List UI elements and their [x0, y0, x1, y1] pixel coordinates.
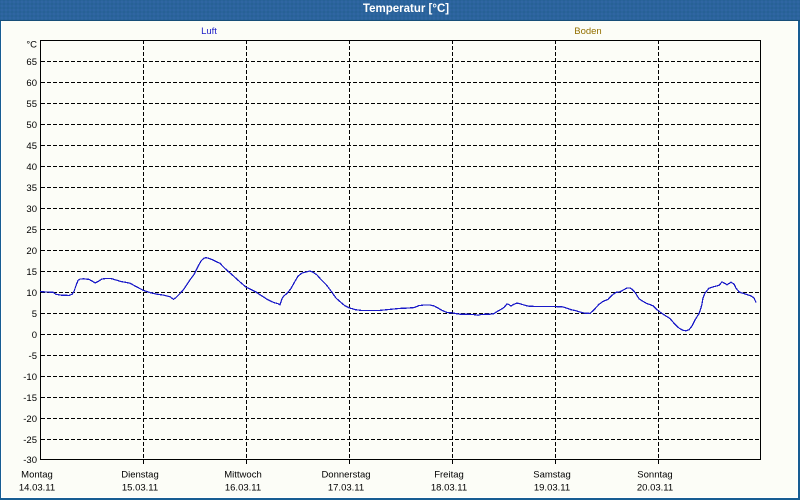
svg-text:Mittwoch: Mittwoch — [224, 470, 261, 481]
svg-text:Donnerstag: Donnerstag — [321, 470, 370, 481]
svg-text:Dienstag: Dienstag — [121, 470, 159, 481]
svg-text:16.03.11: 16.03.11 — [225, 483, 261, 494]
svg-text:Boden: Boden — [574, 26, 601, 37]
svg-text:-25: -25 — [23, 435, 37, 446]
svg-text:25: 25 — [26, 225, 37, 236]
svg-text:Samstag: Samstag — [533, 470, 571, 481]
svg-text:-10: -10 — [23, 372, 37, 383]
svg-text:30: 30 — [26, 204, 37, 215]
svg-text:°C: °C — [26, 40, 37, 51]
svg-text:40: 40 — [26, 162, 37, 173]
svg-text:Montag: Montag — [21, 470, 53, 481]
svg-text:17.03.11: 17.03.11 — [328, 483, 364, 494]
svg-text:-5: -5 — [29, 351, 37, 362]
svg-text:65: 65 — [26, 57, 37, 68]
svg-text:18.03.11: 18.03.11 — [431, 483, 467, 494]
svg-text:-15: -15 — [23, 393, 37, 404]
svg-text:Luft: Luft — [201, 26, 217, 37]
svg-text:15.03.11: 15.03.11 — [122, 483, 158, 494]
svg-text:15: 15 — [26, 267, 37, 278]
svg-text:20: 20 — [26, 246, 37, 257]
svg-text:10: 10 — [26, 288, 37, 299]
svg-text:0: 0 — [32, 330, 37, 341]
svg-text:20.03.11: 20.03.11 — [637, 483, 673, 494]
svg-text:45: 45 — [26, 141, 37, 152]
svg-text:35: 35 — [26, 183, 37, 194]
svg-text:Sonntag: Sonntag — [637, 470, 672, 481]
svg-text:50: 50 — [26, 120, 37, 131]
svg-text:-30: -30 — [23, 455, 37, 466]
svg-text:19.03.11: 19.03.11 — [534, 483, 570, 494]
svg-text:-20: -20 — [23, 414, 37, 425]
svg-text:5: 5 — [32, 309, 37, 320]
svg-text:14.03.11: 14.03.11 — [19, 483, 55, 494]
svg-text:Freitag: Freitag — [434, 470, 464, 481]
svg-text:55: 55 — [26, 99, 37, 110]
svg-text:60: 60 — [26, 78, 37, 89]
